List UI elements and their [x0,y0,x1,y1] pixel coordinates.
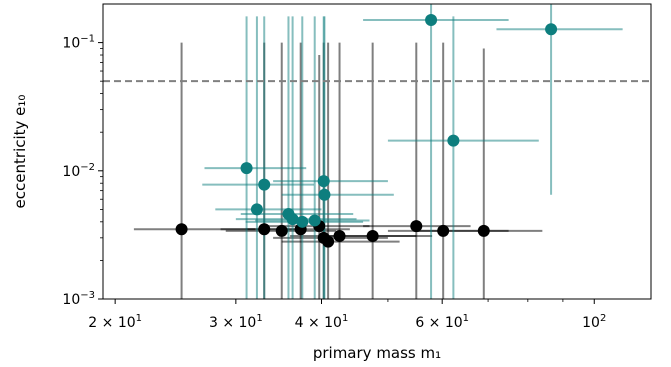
data-point [258,178,271,191]
tick-label: 3 × 101 [209,313,263,331]
data-point [322,235,335,248]
data-point [366,230,379,243]
data-point [333,230,346,243]
x-axis-label: primary mass m₁ [313,344,441,362]
data-point [437,224,450,237]
data-point [250,203,263,216]
data-point [545,23,558,36]
tick-label: 10−3 [62,290,95,308]
y-axis-label: eccentricity e₁₀ [11,95,29,209]
data-point [308,214,321,227]
data-point [317,175,330,188]
tick-label: 10−2 [62,162,95,180]
data-point [425,14,438,27]
tick-label: 6 × 101 [415,313,469,331]
data-point [296,215,309,228]
errorbars-layer [133,4,623,299]
tick-label: 4 × 101 [295,313,349,331]
plot-frame [102,3,652,300]
data-point [275,224,288,237]
y-axis-ticks: 10−3 10−2 10−1 [62,34,103,308]
x-axis-ticks: 2 × 101 3 × 101 4 × 101 6 × 101 102 [88,299,606,331]
points-layer [175,14,558,248]
data-point [175,223,188,236]
data-point [286,213,299,226]
data-point [410,220,423,233]
data-point [447,134,460,147]
data-point [477,224,490,237]
tick-label: 2 × 101 [88,313,142,331]
data-point [258,223,271,236]
data-point [240,162,253,175]
tick-label: 10−1 [62,34,95,52]
tick-label: 102 [582,313,606,331]
data-point [318,188,331,201]
